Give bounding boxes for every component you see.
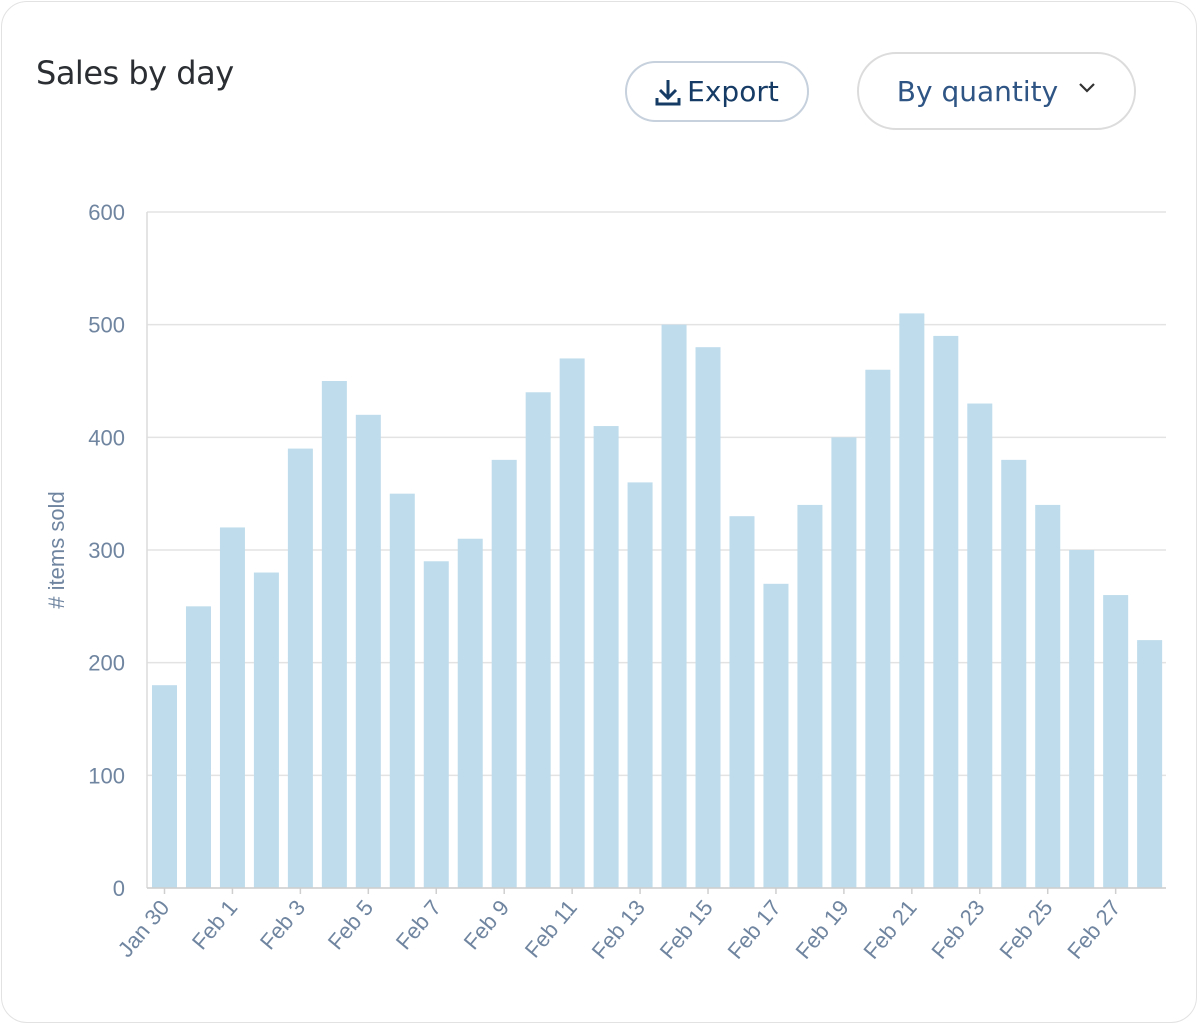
bar [729,516,755,888]
x-tick-label: Feb 3 [255,895,310,954]
bar [865,369,891,888]
x-tick-label: Feb 19 [791,895,854,964]
bar [1069,550,1095,888]
bar [525,392,551,888]
x-tick-label: Feb 17 [723,895,786,964]
bar [389,493,415,888]
x-tick-label: Feb 9 [459,895,514,954]
bar [933,335,959,888]
y-tick-label: 500 [88,313,125,338]
bar [967,403,993,888]
bar [797,504,823,888]
bar [219,527,245,888]
y-tick-label: 100 [88,763,125,788]
bar [831,437,857,888]
bar [152,685,177,888]
quantity-select-label: By quantity [896,74,1059,108]
x-tick-label: Feb 15 [655,895,718,964]
bar [355,414,381,888]
bar [457,538,483,888]
x-tick-label: Feb 27 [1062,895,1125,964]
x-tick-label: Feb 23 [926,895,989,964]
bar [491,459,517,888]
bar [899,313,925,888]
bar [1035,504,1061,888]
x-tick-label: Feb 7 [391,895,446,954]
bar [287,448,313,888]
y-tick-label: 300 [88,538,125,563]
bar [559,358,585,888]
export-label: Export [687,75,779,108]
y-tick-label: 0 [113,876,125,901]
export-button[interactable]: Export [625,61,809,122]
bar [661,324,687,889]
bar [321,381,347,888]
x-tick-label: Feb 11 [520,895,582,962]
bar [763,583,789,888]
chevron-down-icon [1079,83,1095,93]
y-tick-label: 400 [88,425,125,450]
bar [423,561,449,888]
x-tick-label: Feb 21 [858,895,921,964]
bar [253,572,279,888]
download-icon [655,79,681,105]
card-title: Sales by day [36,54,234,92]
x-tick-label: Feb 5 [323,895,378,954]
bar [185,606,211,888]
x-tick-label: Feb 13 [587,895,650,964]
bar [1137,640,1163,888]
x-tick-label: Jan 30 [113,895,175,962]
y-axis-label: # items sold [44,491,69,608]
bar [695,347,721,888]
bar [593,426,619,888]
bar [1103,595,1129,888]
bar [1001,459,1027,888]
bar [627,482,653,888]
y-tick-label: 600 [88,200,125,225]
y-tick-label: 200 [88,651,125,676]
quantity-select[interactable]: By quantity [857,52,1136,130]
x-tick-label: Feb 25 [994,895,1057,964]
x-tick-label: Feb 1 [187,895,242,954]
